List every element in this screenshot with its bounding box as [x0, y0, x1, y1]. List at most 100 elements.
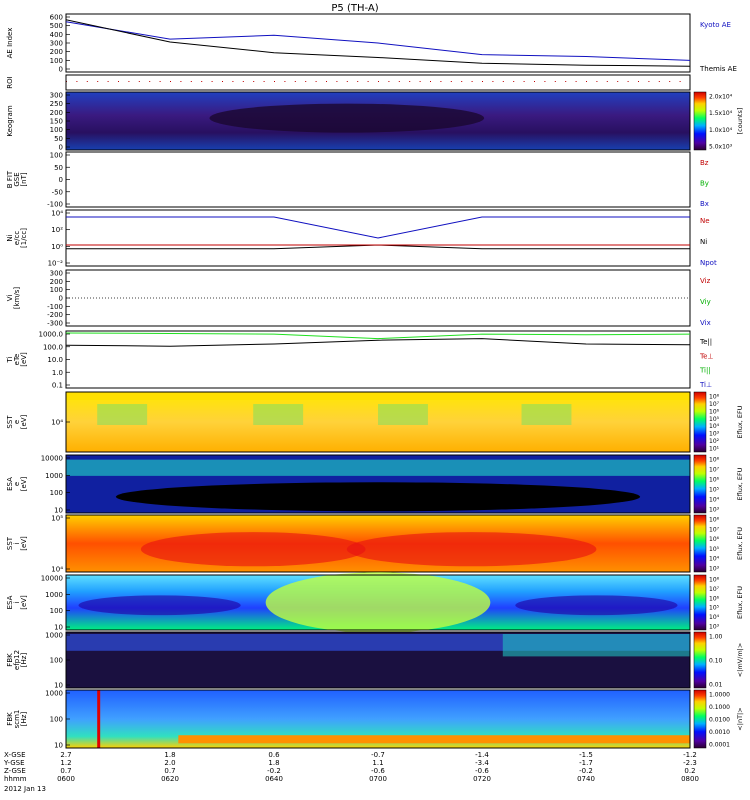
roi-dot: [305, 81, 307, 82]
roi-dot: [565, 81, 567, 82]
roi-dot: [159, 81, 161, 82]
panel-ylabel: ESA: [6, 477, 14, 491]
y-tick-label: 1000: [45, 472, 63, 480]
colorbar-tick-label: 10⁷: [709, 401, 720, 408]
esa-electron-upper-band: [66, 459, 690, 476]
panel-ylabel: GSE: [13, 172, 21, 186]
legend-entry: Kyoto AE: [700, 21, 731, 29]
colorbar-tick-label: 10⁴: [709, 556, 720, 563]
y-tick-label: 10000: [41, 575, 63, 583]
panel-ylabel: eTe: [13, 354, 21, 366]
y-tick-label: 0: [59, 295, 63, 303]
roi-dot: [326, 81, 327, 82]
colorbar-tick-label: 1.0000: [709, 692, 730, 699]
roi-dot: [232, 81, 234, 82]
panel-ylabel: FBK: [6, 712, 14, 726]
colorbar-tick-label: 10³: [709, 624, 720, 631]
panel-frame: [65, 74, 691, 91]
roi-dot: [586, 81, 587, 82]
panel-frame: [65, 209, 691, 267]
x-tick-label: 0.7: [164, 767, 175, 775]
colorbar: [693, 391, 707, 453]
roi-dot: [398, 81, 400, 82]
x-axis: X-GSE 2.7 1.8 0.6 -0.7 -1.4 -1.5 -1.2Y-GSE 1.2 2.…: [3, 751, 699, 793]
colorbar-tick-label: 10⁵: [709, 546, 720, 553]
roi-dot: [669, 81, 671, 82]
y-tick-label: 100: [50, 286, 63, 294]
roi-dot: [430, 81, 431, 82]
colorbar: [693, 514, 707, 573]
y-tick-label: 100: [50, 57, 63, 65]
series-line-ni: [66, 244, 690, 250]
date-label: 2012 Jan 13: [4, 785, 46, 793]
x-tick-label: -1.5: [579, 751, 593, 759]
colorbar-tick-label: 10⁶: [709, 595, 720, 602]
x-tick-label: -1.2: [683, 751, 697, 759]
roi-dot: [679, 81, 681, 82]
y-tick-label: 250: [50, 100, 63, 108]
legend-entry: Ti||: [699, 367, 711, 375]
y-tick-label: 1.0: [52, 369, 63, 377]
panel-bfield: B FIT GSE [nT] 100 50 0 -50 -100 Bz By Bx: [6, 151, 709, 209]
roi-dot: [170, 81, 171, 82]
legend-entry: Vix: [700, 319, 711, 327]
colorbar-tick-label: 0.10: [709, 658, 723, 665]
roi-dot: [450, 81, 452, 82]
roi-dot: [180, 81, 182, 82]
roi-dot: [336, 81, 338, 82]
y-tick-label: 100.0: [43, 343, 63, 351]
colorbar-tick-label: 10⁸: [709, 577, 720, 584]
roi-dot: [492, 81, 494, 82]
panel-ylabel: [km/s]: [13, 287, 21, 310]
legend-entry: Bx: [700, 200, 709, 208]
roi-dot: [222, 81, 223, 82]
x-tick-label: -1.4: [475, 751, 489, 759]
y-tick-label: 100: [50, 489, 63, 497]
panel-fbk_b: FBK scm1 [Hz] 1000 100 10 1.0000 0.1000 0.0100 0.…: [6, 689, 744, 750]
data-lines: [65, 19, 691, 347]
roi-dot: [138, 81, 140, 82]
sst-electron-patch: [521, 404, 572, 425]
y-tick-label: 10: [54, 507, 63, 515]
colorbar-tick-label: 10⁶: [709, 408, 720, 415]
colorbar-tick-label: 0.01: [709, 682, 723, 689]
legend-entry: Npot: [700, 259, 717, 267]
colorbar-tick-label: 5.0x10³: [709, 144, 733, 151]
y-tick-label: 100: [50, 716, 63, 724]
roi-dot: [367, 81, 369, 82]
y-tick-label: 200: [50, 48, 63, 56]
panel-frame: [65, 574, 691, 631]
colorbar: [693, 574, 707, 631]
panel-ylabel: i: [13, 542, 21, 544]
y-tick-label: 100: [50, 126, 63, 134]
y-tick-label: 0: [59, 176, 63, 184]
panel-ylabel: Vi: [6, 295, 14, 302]
x-tick-label: 0700: [369, 775, 387, 783]
legend-entry: Ti⊥: [699, 381, 712, 389]
colorbar-tick-label: 10⁵: [709, 605, 720, 612]
colorbar-tick-label: 10⁶: [709, 477, 720, 484]
colorbar: [693, 454, 707, 514]
roi-dot: [211, 81, 213, 82]
panel-ylabel: FBK: [6, 653, 14, 667]
y-tick-label: -100: [47, 201, 63, 209]
roi-dot: [107, 81, 109, 82]
y-tick-label: 1000: [45, 632, 63, 640]
x-tick-label: -1.7: [579, 759, 593, 767]
panel-frame: [65, 151, 691, 208]
x-row-label: hhmm: [4, 775, 27, 783]
colorbar-tick-label: 10⁷: [709, 586, 720, 593]
y-tick-label: 10⁰: [51, 243, 63, 251]
y-tick-label: 10.0: [47, 356, 63, 364]
roi-dot: [638, 81, 639, 82]
panel-ylabel: Keogram: [6, 105, 14, 136]
series-line-ti: [65, 332, 691, 340]
roi-dot: [97, 81, 99, 82]
roi-dot: [242, 81, 244, 82]
panel-ylabel: ESA: [6, 595, 14, 609]
colorbar-label: [counts]: [736, 108, 744, 135]
y-tick-label: 10⁴: [51, 419, 63, 427]
roi-dot: [617, 81, 619, 82]
